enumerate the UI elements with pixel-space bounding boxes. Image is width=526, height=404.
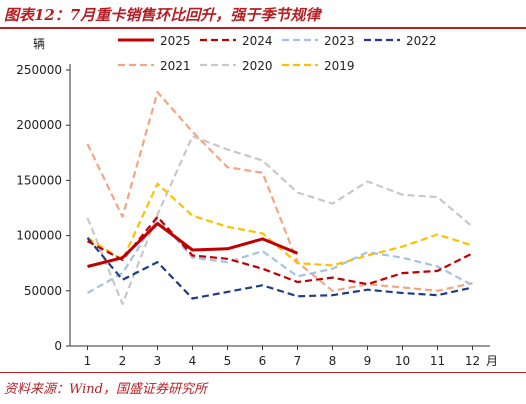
- y-tick-label: 50000: [24, 284, 62, 298]
- series-line-2022: [86, 237, 473, 300]
- figure-title: 图表12：7月重卡销售环比回升，强于季节规律: [4, 6, 321, 24]
- y-tick-label: 150000: [16, 173, 62, 187]
- legend-label-2024: 2024: [242, 34, 273, 48]
- legend-label-2020: 2020: [242, 59, 273, 73]
- y-tick-label: 250000: [16, 63, 62, 77]
- title-divider: [0, 27, 526, 29]
- legend: 2025 2024 2023 2022 2021 2020 2019: [118, 34, 437, 73]
- x-tick-label: 1: [84, 354, 92, 368]
- legend-label-2021: 2021: [160, 59, 191, 73]
- series-line-2024: [86, 215, 473, 286]
- x-axis: 1 2 3 4 5 6 7 8 9 10 11 12: [70, 345, 490, 368]
- legend-label-2025: 2025: [160, 34, 191, 48]
- x-tick-label: 8: [329, 354, 337, 368]
- y-tick-label: 100000: [16, 229, 62, 243]
- x-tick-label: 5: [224, 354, 232, 368]
- series-line-2023: [86, 216, 474, 294]
- series-line-2019: [86, 182, 473, 267]
- x-tick-label: 2: [119, 354, 127, 368]
- legend-label-2019: 2019: [324, 59, 355, 73]
- y-tick-label: 0: [54, 339, 62, 353]
- y-axis-unit-label: 辆: [33, 37, 45, 51]
- source-note: 资料来源：Wind，国盛证券研究所: [4, 382, 207, 397]
- x-tick-label: 4: [189, 354, 197, 368]
- figure-header: 图表12：7月重卡销售环比回升，强于季节规律: [0, 0, 526, 29]
- legend-label-2022: 2022: [406, 34, 437, 48]
- series-line-2021: [86, 90, 473, 292]
- x-tick-label: 11: [430, 354, 445, 368]
- x-tick-label: 12: [465, 354, 480, 368]
- y-tick-label: 200000: [16, 118, 62, 132]
- x-tick-label: 3: [154, 354, 162, 368]
- x-tick-label: 6: [259, 354, 267, 368]
- x-tick-label: 7: [294, 354, 302, 368]
- series-line-2025: [87, 222, 299, 268]
- x-tick-label: 9: [364, 354, 372, 368]
- source-divider: [0, 372, 526, 373]
- series-layer: [86, 90, 474, 306]
- legend-label-2023: 2023: [324, 34, 355, 48]
- x-axis-unit-label: 月: [486, 354, 498, 368]
- x-tick-label: 10: [395, 354, 410, 368]
- series-line-2020: [86, 135, 474, 306]
- y-axis: 0 50000 100000 150000 200000 250000: [16, 63, 71, 353]
